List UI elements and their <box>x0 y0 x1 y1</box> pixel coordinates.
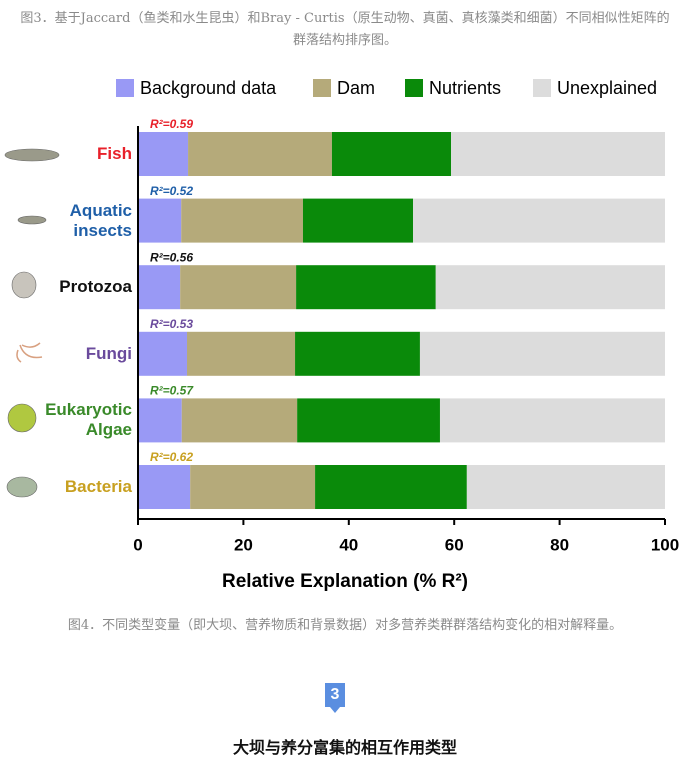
x-tick-label: 0 <box>133 535 142 554</box>
section-number: 3 <box>325 683 345 713</box>
bar-segment <box>419 331 665 376</box>
bar-segment <box>181 198 303 243</box>
x-tick-label: 60 <box>445 535 464 554</box>
r2-label: R²=0.53 <box>150 317 193 331</box>
category-label: Aquatic insects <box>69 200 132 240</box>
bar-segment <box>138 331 188 376</box>
legend-label: Background data <box>140 78 277 98</box>
bacteria-icon <box>6 476 38 498</box>
category-label: Eukaryotic Algae <box>45 400 132 440</box>
bar-segment <box>435 265 665 310</box>
bar-segment <box>297 398 440 443</box>
insect-icon <box>17 215 47 225</box>
icons <box>4 148 60 498</box>
algae-icon <box>7 403 37 433</box>
caption-bottom: 图4．不同类型变量（即大坝、营养物质和背景数据）对多营养类群群落结构变化的相对解… <box>67 618 623 633</box>
r2-label: R²=0.57 <box>150 384 194 398</box>
legend-label: Unexplained <box>557 78 657 98</box>
bar-segment <box>295 331 420 376</box>
bar-segment <box>188 132 332 176</box>
bar-segment <box>315 465 467 509</box>
bar-segment <box>451 132 665 176</box>
bar-segment <box>331 132 452 176</box>
r2-label: R²=0.52 <box>150 184 193 198</box>
x-axis-label: Relative Explanation (% R²) <box>222 571 468 592</box>
bar-segment <box>439 398 665 443</box>
fungi-icon <box>16 342 43 363</box>
bar-segment <box>138 398 182 443</box>
bar-segment <box>181 398 298 443</box>
bar-segment <box>138 265 181 310</box>
bar-segment <box>413 198 665 243</box>
category-label: Bacteria <box>64 477 132 496</box>
bar-segment <box>138 465 191 509</box>
x-tick-label: 80 <box>550 535 569 554</box>
x-tick-label: 20 <box>234 535 253 554</box>
bar-segment <box>296 265 436 310</box>
legend-swatch <box>313 79 331 97</box>
x-tick-label: 100 <box>651 535 679 554</box>
fish-icon <box>4 148 60 162</box>
bar-segment <box>180 265 297 310</box>
r2-label: R²=0.59 <box>150 117 193 131</box>
bar-segment <box>187 331 296 376</box>
category-label: Fish <box>97 144 132 163</box>
bar-segment <box>138 132 189 176</box>
r2-label: R²=0.56 <box>150 250 193 264</box>
legend-label: Nutrients <box>429 78 501 98</box>
bar-segment <box>190 465 316 509</box>
bar-segment <box>302 198 414 243</box>
protozoa-icon <box>11 271 37 299</box>
bar-segment <box>466 465 665 509</box>
category-label: Protozoa <box>59 277 132 297</box>
r2-label: R²=0.62 <box>150 450 193 464</box>
legend-label: Dam <box>337 78 375 98</box>
category-label: Fungi <box>85 343 132 363</box>
legend-swatch <box>533 79 551 97</box>
bar-segment <box>138 198 182 243</box>
section-title: 大坝与养分富集的相互作用类型 <box>232 738 457 757</box>
legend-swatch <box>116 79 134 97</box>
legend-swatch <box>405 79 423 97</box>
x-tick-label: 40 <box>339 535 358 554</box>
caption-top: 图3．基于Jaccard（鱼类和水生昆虫）和Bray - Curtis（原生动物… <box>20 11 670 48</box>
